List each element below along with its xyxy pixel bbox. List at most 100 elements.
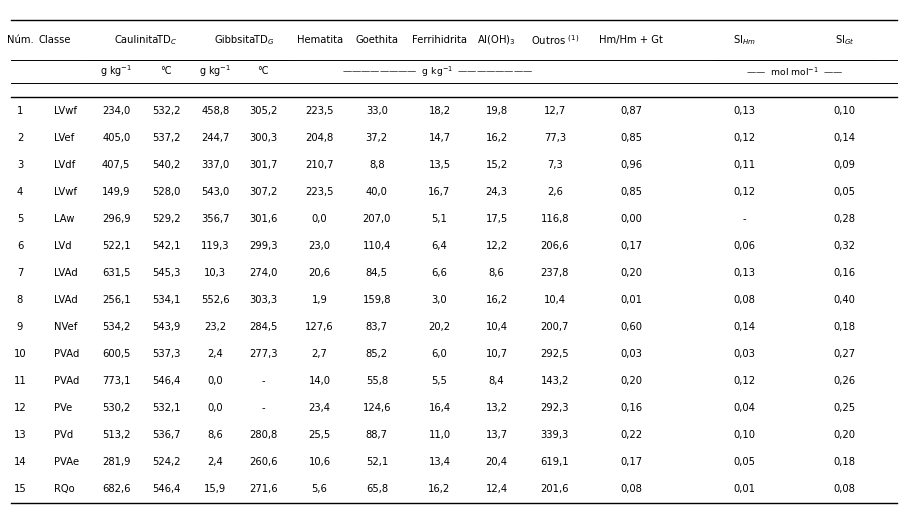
Text: 0,20: 0,20: [834, 430, 855, 440]
Text: RQo: RQo: [54, 484, 75, 494]
Text: 85,2: 85,2: [366, 349, 388, 359]
Text: 244,7: 244,7: [201, 133, 230, 143]
Text: ————————  g kg$^{-1}$  ————————: ———————— g kg$^{-1}$ ————————: [341, 64, 533, 79]
Text: 12,2: 12,2: [486, 241, 508, 251]
Text: 55,8: 55,8: [366, 376, 388, 386]
Text: 2,4: 2,4: [207, 349, 223, 359]
Text: 284,5: 284,5: [249, 322, 278, 332]
Text: 0,08: 0,08: [620, 484, 642, 494]
Text: 303,3: 303,3: [250, 295, 277, 305]
Text: Ferrihidrita: Ferrihidrita: [412, 35, 467, 45]
Text: 0,00: 0,00: [620, 214, 642, 224]
Text: g kg$^{-1}$: g kg$^{-1}$: [199, 63, 232, 79]
Text: 23,0: 23,0: [309, 241, 331, 251]
Text: 0,03: 0,03: [734, 349, 755, 359]
Text: 6,6: 6,6: [431, 268, 448, 278]
Text: 0,05: 0,05: [734, 457, 755, 467]
Text: 296,9: 296,9: [102, 214, 131, 224]
Text: 458,8: 458,8: [201, 106, 230, 116]
Text: 65,8: 65,8: [366, 484, 388, 494]
Text: 0,60: 0,60: [620, 322, 642, 332]
Text: 25,5: 25,5: [309, 430, 331, 440]
Text: 13,2: 13,2: [486, 403, 508, 413]
Text: 0,18: 0,18: [834, 457, 855, 467]
Text: 543,0: 543,0: [201, 187, 230, 197]
Text: 532,2: 532,2: [152, 106, 181, 116]
Text: 5: 5: [16, 214, 24, 224]
Text: 281,9: 281,9: [102, 457, 131, 467]
Text: LVAd: LVAd: [54, 268, 78, 278]
Text: 0,16: 0,16: [620, 403, 642, 413]
Text: 19,8: 19,8: [486, 106, 508, 116]
Text: 210,7: 210,7: [305, 160, 334, 170]
Text: 10,4: 10,4: [544, 295, 566, 305]
Text: 15,9: 15,9: [204, 484, 226, 494]
Text: 207,0: 207,0: [362, 214, 391, 224]
Text: 2,7: 2,7: [311, 349, 328, 359]
Text: 201,6: 201,6: [540, 484, 569, 494]
Text: 116,8: 116,8: [540, 214, 569, 224]
Text: 536,7: 536,7: [152, 430, 181, 440]
Text: °C: °C: [161, 67, 172, 76]
Text: 1,9: 1,9: [311, 295, 328, 305]
Text: 0,13: 0,13: [734, 268, 755, 278]
Text: 524,2: 524,2: [152, 457, 181, 467]
Text: 0,85: 0,85: [620, 133, 642, 143]
Text: 0,40: 0,40: [834, 295, 855, 305]
Text: 127,6: 127,6: [305, 322, 334, 332]
Text: TD$_C$: TD$_C$: [156, 33, 176, 47]
Text: 10: 10: [14, 349, 26, 359]
Text: 6,0: 6,0: [431, 349, 448, 359]
Text: 0,16: 0,16: [834, 268, 855, 278]
Text: 0,20: 0,20: [620, 376, 642, 386]
Text: 52,1: 52,1: [366, 457, 388, 467]
Text: 0,87: 0,87: [620, 106, 642, 116]
Text: 20,2: 20,2: [429, 322, 450, 332]
Text: 0,0: 0,0: [207, 403, 223, 413]
Text: 24,3: 24,3: [486, 187, 508, 197]
Text: 124,6: 124,6: [362, 403, 391, 413]
Text: 223,5: 223,5: [305, 187, 334, 197]
Text: Al(OH)$_3$: Al(OH)$_3$: [478, 33, 516, 47]
Text: 600,5: 600,5: [102, 349, 131, 359]
Text: PVAd: PVAd: [54, 376, 80, 386]
Text: 7,3: 7,3: [547, 160, 563, 170]
Text: 14,0: 14,0: [309, 376, 331, 386]
Text: 12,7: 12,7: [544, 106, 566, 116]
Text: 274,0: 274,0: [249, 268, 278, 278]
Text: 5,6: 5,6: [311, 484, 328, 494]
Text: 0,10: 0,10: [834, 106, 855, 116]
Text: 16,2: 16,2: [429, 484, 450, 494]
Text: 529,2: 529,2: [152, 214, 181, 224]
Text: 11,0: 11,0: [429, 430, 450, 440]
Text: 12: 12: [14, 403, 26, 413]
Text: 0,0: 0,0: [311, 214, 328, 224]
Text: 0,0: 0,0: [207, 376, 223, 386]
Text: 10,7: 10,7: [486, 349, 508, 359]
Text: 11: 11: [14, 376, 26, 386]
Text: Caulinita: Caulinita: [114, 35, 159, 45]
Text: 18,2: 18,2: [429, 106, 450, 116]
Text: 337,0: 337,0: [201, 160, 230, 170]
Text: 513,2: 513,2: [102, 430, 131, 440]
Text: 292,3: 292,3: [540, 403, 569, 413]
Text: NVef: NVef: [54, 322, 78, 332]
Text: 10,6: 10,6: [309, 457, 331, 467]
Text: 8: 8: [17, 295, 23, 305]
Text: 119,3: 119,3: [201, 241, 230, 251]
Text: 528,0: 528,0: [152, 187, 181, 197]
Text: 301,7: 301,7: [249, 160, 278, 170]
Text: LVwf: LVwf: [54, 187, 77, 197]
Text: 10,4: 10,4: [486, 322, 508, 332]
Text: -: -: [262, 403, 265, 413]
Text: 0,12: 0,12: [734, 376, 755, 386]
Text: LVwf: LVwf: [54, 106, 77, 116]
Text: 0,03: 0,03: [620, 349, 642, 359]
Text: Sl$_{Gt}$: Sl$_{Gt}$: [834, 33, 854, 47]
Text: 110,4: 110,4: [362, 241, 391, 251]
Text: 543,9: 543,9: [152, 322, 181, 332]
Text: Hm/Hm + Gt: Hm/Hm + Gt: [599, 35, 663, 45]
Text: 9: 9: [16, 322, 24, 332]
Text: PVd: PVd: [54, 430, 74, 440]
Text: 17,5: 17,5: [486, 214, 508, 224]
